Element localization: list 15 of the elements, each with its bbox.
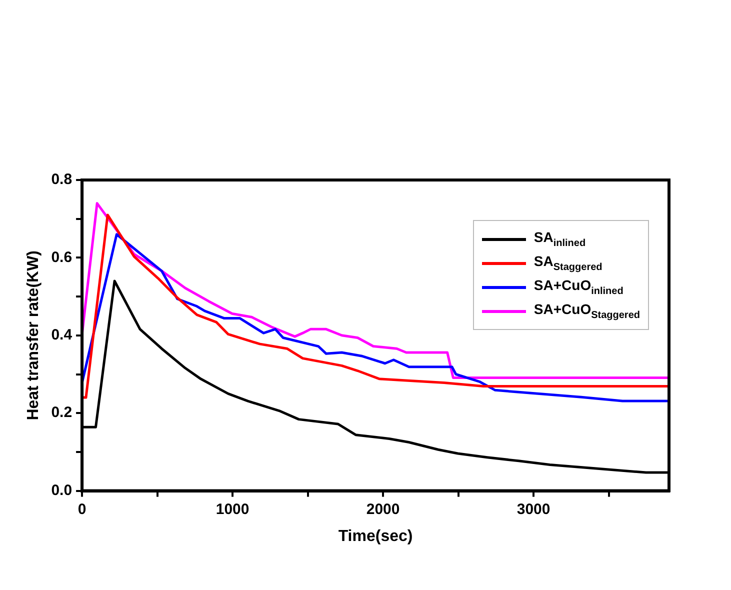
text: 0.0 [51,482,72,499]
y-tick-label: 0.6 [51,248,72,266]
legend-label: SA$_{Staggered}$ [534,253,602,273]
y-axis-title: Heat transfer rate(KW) [25,250,42,420]
x-tick-label: 0 [78,500,86,518]
legend-label: SA+CuO$_{Staggered}$ [534,301,640,321]
legend-label: SA$_{inlined}$ [534,229,586,249]
y-tick-label: 0.4 [51,326,73,344]
legend-label: SA+CuO$_{inlined}$ [534,277,624,297]
y-tick-label: 0.2 [51,404,72,422]
x-axis-title: Time(sec) [338,528,413,545]
x-tick-label: 3000 [516,500,550,518]
x-tick-label: 1000 [216,500,250,518]
x-tick-label: 2000 [366,500,400,518]
y-tick-label: 0.8 [51,171,72,188]
